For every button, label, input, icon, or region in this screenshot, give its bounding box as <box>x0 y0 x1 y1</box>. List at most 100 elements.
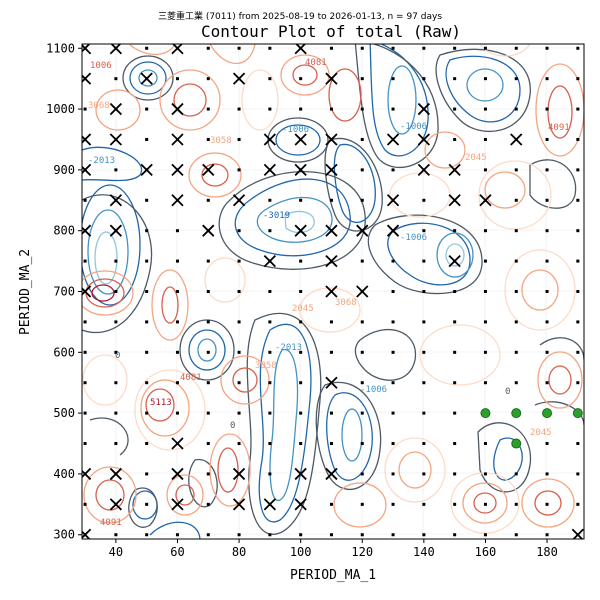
grid-point <box>175 320 179 324</box>
grid-point <box>483 320 487 324</box>
grid-point <box>483 77 487 81</box>
y-tick-label: 400 <box>53 467 75 481</box>
grid-point <box>483 502 487 506</box>
grid-point <box>514 46 518 50</box>
contour-label: -1006 <box>282 125 309 135</box>
grid-point <box>576 107 580 111</box>
y-tick-label: 900 <box>53 163 75 177</box>
contour-label: 3058 <box>210 136 232 146</box>
grid-point <box>453 77 457 81</box>
grid-point <box>145 502 149 506</box>
excluded-point-marker <box>82 285 92 298</box>
excluded-point-marker <box>386 224 400 237</box>
x-axis-label: PERIOD_MA_1 <box>290 568 376 583</box>
x-axis-ticks: 40 60 80 100 120 140 160 180 <box>109 539 558 559</box>
grid-point <box>422 350 426 354</box>
grid-point <box>360 198 364 202</box>
grid-point <box>114 350 118 354</box>
grid-point <box>175 290 179 293</box>
grid-point <box>391 46 395 50</box>
grid-point <box>175 381 179 385</box>
excluded-point-marker <box>417 163 430 177</box>
contour-label: 4091 <box>548 123 570 133</box>
excluded-point-marker <box>171 467 184 481</box>
grid-point <box>422 381 426 385</box>
grid-point <box>545 320 549 324</box>
excluded-point-marker <box>263 254 277 268</box>
grid-point <box>114 168 118 172</box>
y-tick-label: 800 <box>53 224 75 238</box>
excluded-point-marker <box>325 133 338 146</box>
grid-point <box>483 168 487 172</box>
excluded-point-marker <box>294 467 307 481</box>
excluded-point-marker <box>356 285 369 298</box>
grid-point <box>545 229 549 233</box>
grid-point <box>268 381 272 385</box>
grid-point <box>391 442 395 446</box>
grid-point <box>514 229 518 233</box>
grid-point <box>545 350 549 354</box>
contour-label: 0 <box>230 421 235 431</box>
grid-point <box>299 77 303 81</box>
excluded-point-marker <box>325 224 338 237</box>
grid-point <box>422 77 426 81</box>
grid-point <box>483 350 487 354</box>
grid-point <box>299 411 303 415</box>
grid-point <box>422 290 426 293</box>
grid-point <box>391 168 395 172</box>
grid-point <box>268 320 272 324</box>
excluded-point-marker <box>109 224 123 237</box>
excluded-point-marker <box>109 133 123 146</box>
grid-point <box>206 259 210 263</box>
grid-point <box>206 350 210 354</box>
grid-point <box>145 290 149 293</box>
grid-point <box>453 290 457 293</box>
contour-label: 3068 <box>335 298 357 308</box>
grid-point <box>391 107 395 111</box>
y-tick-label: 500 <box>53 406 75 420</box>
excluded-point-marker <box>294 163 307 177</box>
grid-point <box>145 533 149 537</box>
grid-point <box>576 46 580 50</box>
excluded-point-marker <box>109 498 123 511</box>
grid-point <box>329 320 333 324</box>
excluded-point-marker <box>325 72 338 85</box>
grid-point <box>453 533 457 537</box>
grid-point <box>545 168 549 172</box>
grid-point <box>576 259 580 263</box>
grid-point <box>514 77 518 81</box>
grid-point <box>514 320 518 324</box>
grid-point <box>329 411 333 415</box>
y-tick-label: 600 <box>53 345 75 359</box>
grid-point <box>83 381 87 385</box>
grid-point <box>545 46 549 50</box>
grid-point <box>114 533 118 537</box>
grid-point <box>237 229 241 233</box>
grid-point <box>483 107 487 111</box>
y-tick-label: 1000 <box>46 102 75 116</box>
grid-point <box>514 350 518 354</box>
grid-point <box>483 442 487 446</box>
grid-point <box>329 533 333 537</box>
grid-point <box>145 350 149 354</box>
grid-point <box>514 502 518 506</box>
best-point-marker <box>511 408 522 419</box>
excluded-point-marker <box>82 163 92 177</box>
grid-point <box>391 502 395 506</box>
grid-point <box>514 198 518 202</box>
excluded-points <box>82 44 584 539</box>
best-point-marker <box>480 408 491 419</box>
grid-point <box>145 472 149 476</box>
grid-point <box>453 502 457 506</box>
excluded-point-marker <box>232 194 246 207</box>
grid-point <box>299 259 303 263</box>
grid-point <box>329 107 333 111</box>
grid-point <box>299 290 303 293</box>
grid-point <box>145 46 149 50</box>
excluded-point-marker <box>171 498 184 511</box>
grid-point <box>145 107 149 111</box>
grid-point <box>360 320 364 324</box>
grid-point <box>237 411 241 415</box>
excluded-point-marker <box>417 133 430 146</box>
